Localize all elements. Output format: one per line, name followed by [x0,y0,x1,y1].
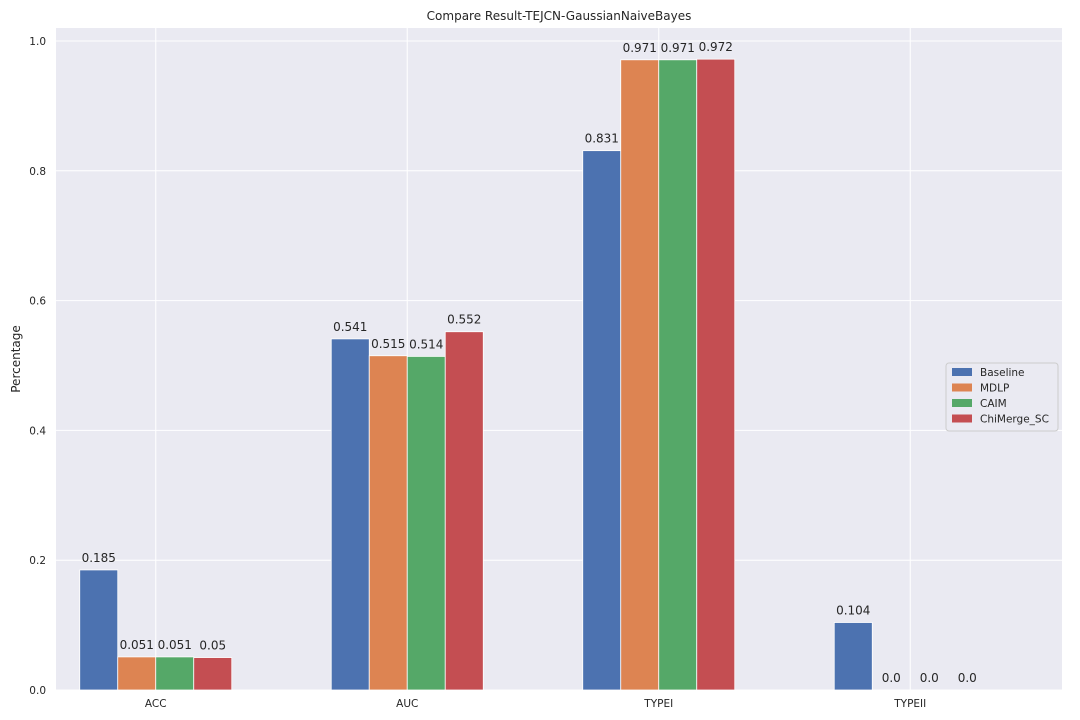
bar-Baseline-ACC [79,569,119,691]
y-tick-label: 0.6 [29,296,46,308]
bar-value-label: 0.541 [333,320,367,334]
bar-MDLP-TYPEI [620,59,660,691]
bar-value-label: 0.051 [158,638,192,652]
bar-value-label: 0.185 [82,551,116,565]
legend-swatch-MDLP [952,383,972,392]
bar-MDLP-ACC [117,656,157,691]
y-tick-label: 1.0 [29,36,46,48]
bar-MDLP-AUC [368,355,408,691]
bar-CAIM-ACC [155,656,195,691]
legend-label-MDLP: MDLP [980,383,1009,395]
bar-value-label: 0.104 [836,604,870,618]
y-tick-label: 0.8 [29,166,46,178]
y-tick-label: 0.4 [29,425,46,437]
bar-Baseline-TYPEII [833,622,873,691]
legend-frame [945,362,1059,432]
bar-value-label: 0.0 [920,671,939,685]
bar-CAIM-AUC [406,356,446,691]
bar-Baseline-AUC [330,338,370,691]
bar-value-labels: 0.185 0.541 0.831 0.104 0.051 0.515 0.971 0.0 0.… [82,40,977,685]
bar-CAIM-TYPEI [658,59,698,691]
chart-title: Compare Result-TEJCN-GaussianNaiveBayes [427,9,692,23]
bar-value-label: 0.0 [958,671,977,685]
legend-swatch-Baseline [952,368,972,376]
bar-value-label: 0.972 [699,40,733,54]
bar-value-label: 0.971 [623,41,657,55]
bar-Baseline-TYPEI [582,150,622,691]
bar-value-label: 0.05 [199,639,226,653]
bar-value-label: 0.0 [882,671,901,685]
y-axis-ticks: 0.0 0.2 0.4 0.6 0.8 1.0 [29,36,46,697]
x-tick-label: TYPEI [643,698,673,710]
bar-ChiMerge_SC-TYPEI [696,58,736,691]
legend-swatch-ChiMerge_SC [952,414,972,423]
legend-label-CAIM: CAIM [980,398,1007,410]
bar-ChiMerge_SC-ACC [193,657,233,691]
legend: Baseline MDLP CAIM ChiMerge_SC [945,362,1059,432]
bar-value-label: 0.831 [585,132,619,146]
bar-value-label: 0.552 [447,313,481,327]
x-axis-ticks: ACC AUC TYPEI TYPEII [145,698,926,710]
x-tick-label: ACC [145,698,167,710]
bar-value-label: 0.971 [661,41,695,55]
legend-label-Baseline: Baseline [980,367,1025,379]
legend-label-ChiMerge_SC: ChiMerge_SC [980,414,1049,426]
legend-swatch-CAIM [952,399,972,407]
y-tick-label: 0.0 [29,685,46,697]
bar-value-label: 0.515 [371,337,405,351]
bars [79,58,873,691]
y-tick-label: 0.2 [29,555,46,567]
y-axis-label: Percentage [9,325,23,393]
x-tick-label: TYPEII [893,698,926,710]
bar-ChiMerge_SC-AUC [444,331,484,691]
x-tick-label: AUC [396,698,418,710]
bar-value-label: 0.514 [409,337,443,351]
plot-area [56,28,1062,690]
bar-value-label: 0.051 [120,638,154,652]
